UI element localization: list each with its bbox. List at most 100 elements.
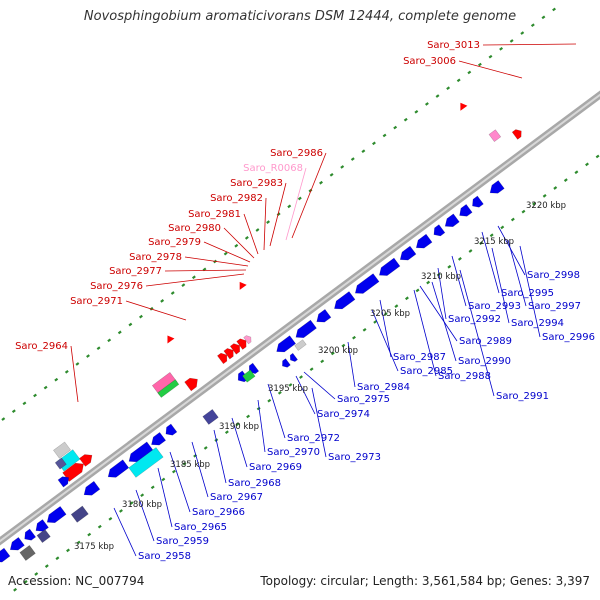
outer-tick: [22, 401, 27, 406]
reverse-cds: [165, 423, 178, 436]
inner-tick: [468, 249, 473, 253]
misc-feature: [151, 372, 178, 396]
forward-gene-shape: [79, 454, 93, 467]
reverse-cds: [399, 245, 417, 261]
reverse-gene-label: Saro_2990: [458, 356, 511, 367]
inner-tick: [500, 225, 505, 230]
backbone-layer: [0, 90, 600, 546]
inner-tick: [182, 461, 187, 466]
forward-gene-label-leader: [243, 213, 259, 255]
reverse-cds-shape: [444, 213, 460, 227]
inner-tick: [394, 304, 399, 308]
outer-tick: [403, 117, 408, 122]
forward-gene-shape: [243, 335, 252, 345]
reverse-gene-label-leader: [379, 299, 392, 358]
forward-gene-label-leader: [269, 182, 287, 247]
scale-label: 3215 kbp: [474, 237, 514, 247]
forward-gene-label-leader: [223, 227, 255, 259]
outer-tick: [552, 7, 556, 12]
forward-marker: [167, 335, 175, 344]
label-layer: 3175 kbp 3180 kbp 3185 kbp 3190 kbp 3195 kbp…: [15, 40, 595, 562]
forward-gene-label: Saro_2971: [70, 296, 123, 307]
reverse-gene-label: Saro_2965: [174, 522, 227, 533]
reverse-cds-shape: [24, 528, 37, 541]
outer-tick: [139, 314, 143, 319]
reverse-gene-label: Saro_2967: [210, 492, 263, 503]
reverse-cds-shape: [459, 203, 473, 217]
reverse-gene-label-leader: [507, 239, 527, 307]
reverse-gene-label-leader: [497, 225, 526, 276]
inner-tick: [224, 430, 229, 435]
inner-tick: [161, 477, 166, 482]
reverse-gene-label-leader: [419, 285, 458, 342]
outer-tick: [350, 157, 355, 161]
forward-gene-label-leader: [164, 269, 247, 272]
forward-gene-label: Saro_2986: [270, 148, 323, 159]
inner-tick: [108, 517, 113, 521]
reverse-gene-label: Saro_2987: [393, 352, 446, 363]
inner-tick: [574, 170, 579, 175]
inner-tick: [489, 233, 494, 238]
inner-tick: [383, 312, 388, 316]
forward-gene-label: Saro_2964: [15, 341, 68, 352]
outer-tick: [181, 283, 186, 287]
misc-feature-shape: [19, 545, 36, 561]
reverse-cds: [472, 195, 484, 208]
outer-tick: [287, 204, 292, 209]
leader-layer: [70, 43, 577, 557]
reverse-gene-label-leader: [311, 387, 327, 458]
reverse-cds: [289, 352, 298, 362]
misc-feature: [54, 457, 67, 470]
reverse-gene-label-leader: [437, 267, 447, 320]
inner-tick: [426, 280, 431, 285]
outer-tick: [64, 369, 69, 374]
reverse-cds-shape: [433, 224, 446, 237]
reverse-cds-shape: [128, 441, 154, 463]
reverse-gene-label: Saro_2989: [459, 336, 512, 347]
forward-gene-label: Saro_2976: [90, 281, 143, 292]
inner-tick: [87, 532, 92, 537]
misc-feature-shape: [157, 379, 180, 398]
outer-tick: [43, 385, 48, 390]
forward-gene: [243, 335, 252, 345]
forward-gene-label-leader: [184, 256, 249, 267]
outer-tick: [128, 322, 133, 327]
reverse-gene-label: Saro_2966: [192, 507, 245, 518]
outer-tick: [234, 243, 239, 248]
reverse-cds: [35, 519, 49, 532]
misc-feature: [202, 408, 219, 425]
reverse-gene-label-leader: [213, 429, 227, 484]
outer-tick: [244, 236, 249, 240]
scale-label: 3185 kbp: [170, 460, 210, 470]
outer-tick: [297, 196, 302, 201]
reverse-gene-label-leader: [481, 231, 500, 294]
outer-tick: [541, 15, 546, 20]
reverse-gene-label-leader: [257, 399, 266, 453]
reverse-gene-label-leader: [431, 281, 457, 362]
reverse-cds: [128, 441, 154, 463]
outer-tick: [435, 94, 440, 98]
outer-tick: [11, 409, 16, 414]
forward-gene-label: Saro_3006: [403, 56, 456, 67]
misc-feature: [19, 545, 36, 561]
reverse-gene-label-leader: [157, 467, 173, 528]
reverse-gene-label: Saro_2958: [138, 551, 191, 562]
outer-tick: [361, 149, 366, 154]
reverse-gene-label: Saro_2991: [496, 391, 549, 402]
reverse-gene-label-leader: [413, 289, 437, 377]
reverse-cds: [459, 203, 473, 217]
outer-tick: [96, 346, 101, 350]
accession-text: Accession: NC_007794: [8, 574, 145, 588]
scale-label: 3175 kbp: [74, 542, 114, 552]
reverse-gene-label-leader: [371, 309, 399, 372]
misc-feature-shape: [54, 457, 67, 470]
misc-feature: [53, 441, 71, 459]
forward-gene-label-leader: [145, 273, 245, 287]
reverse-cds: [379, 257, 401, 276]
inner-tick: [585, 162, 589, 167]
reverse-gene-label-leader: [191, 441, 209, 498]
reverse-gene-label: Saro_2973: [328, 452, 381, 463]
inner-tick: [256, 406, 261, 411]
reverse-cds-shape: [83, 480, 101, 496]
reverse-cds-shape: [46, 505, 67, 523]
